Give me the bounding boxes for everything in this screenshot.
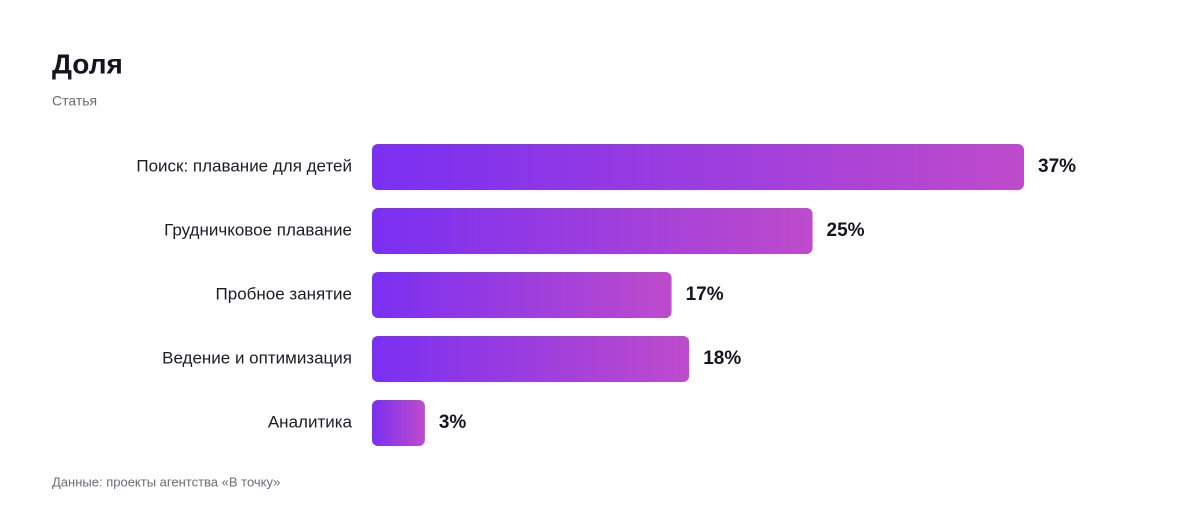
- value-label: 18%: [703, 348, 741, 369]
- bar: [372, 336, 690, 382]
- category-label: Аналитика: [268, 412, 353, 431]
- category-label: Поиск: плавание для детей: [136, 156, 352, 175]
- category-label: Грудничковое плавание: [164, 220, 352, 239]
- value-label: 3%: [439, 412, 467, 433]
- bar: [372, 208, 813, 254]
- category-label: Ведение и оптимизация: [162, 348, 352, 367]
- chart-subtitle: Статья: [52, 93, 97, 109]
- bar: [372, 272, 672, 318]
- value-label: 37%: [1038, 156, 1076, 177]
- value-label: 17%: [686, 284, 724, 305]
- category-label: Пробное занятие: [216, 284, 352, 303]
- value-label: 25%: [827, 220, 865, 241]
- source-note: Данные: проекты агентства «В точку»: [52, 474, 280, 489]
- chart-title: Доля: [52, 48, 123, 79]
- bar: [372, 400, 425, 446]
- bar: [372, 144, 1024, 190]
